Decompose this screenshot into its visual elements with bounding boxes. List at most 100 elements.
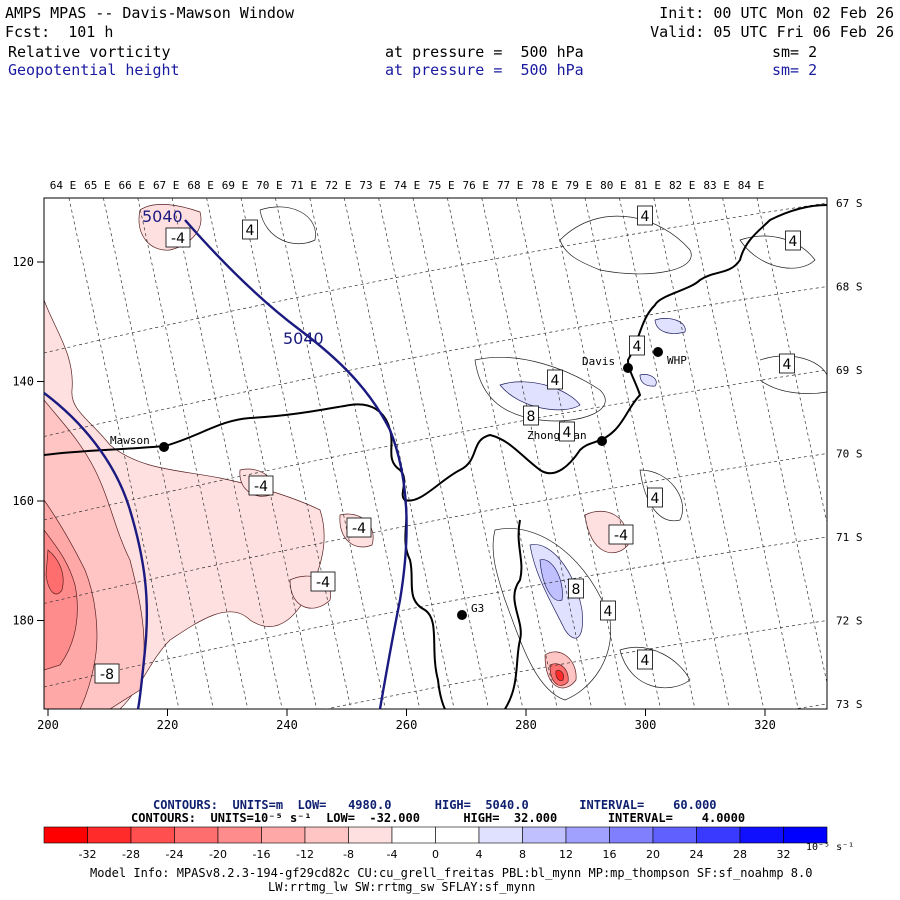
vorticity-contour-label: 4 xyxy=(783,357,792,373)
colorbar-label: 20 xyxy=(646,848,660,861)
colorbar-label: -32 xyxy=(79,848,97,861)
lon-label: 75 E xyxy=(428,179,455,192)
vorticity-contour-label: 8 xyxy=(527,409,536,425)
colorbar-swatch xyxy=(348,826,393,844)
colorbar-label: -24 xyxy=(166,848,184,861)
y-tick-label: 160 xyxy=(12,494,34,508)
lon-label: 71 E xyxy=(291,179,318,192)
height-label-5040-a: 5040 xyxy=(142,207,183,226)
vorticity-labels: -4 4 4 4 4 4 4 8 4 4 -4 -4 -4 8 -4 4 4 -8 xyxy=(94,205,801,684)
field1-level: at pressure = 500 hPa xyxy=(385,43,584,61)
vorticity-contour-label: -4 xyxy=(254,479,268,495)
colorbar-label: 4 xyxy=(476,848,483,861)
colorbar-swatch xyxy=(217,826,262,844)
height-contour-west xyxy=(44,392,149,709)
longitude-gridlines xyxy=(68,198,827,709)
lon-label: 66 E xyxy=(119,179,146,192)
colorbar-label: 28 xyxy=(733,848,747,861)
colorbar-swatch xyxy=(783,826,828,844)
field1-name: Relative vorticity xyxy=(8,43,171,61)
latitude-gridlines xyxy=(44,202,827,709)
colorbar-units: 10⁻⁵ s⁻¹ xyxy=(806,842,855,853)
x-tick-label: 200 xyxy=(37,718,59,732)
field2-level: at pressure = 500 hPa xyxy=(385,61,584,79)
valid-time: Valid: 05 UTC Fri 06 Feb 26 xyxy=(650,23,894,41)
x-grid-ticks: 200 220 240 260 280 300 320 xyxy=(37,709,776,732)
colorbar-swatch xyxy=(652,826,697,844)
forecast-hour: Fcst: 101 h xyxy=(5,23,114,41)
colorbar-label: -28 xyxy=(122,848,140,861)
lon-label: 65 E xyxy=(84,179,111,192)
vorticity-contour-label: 4 xyxy=(641,209,650,225)
lon-label: 69 E xyxy=(222,179,249,192)
lon-label: 83 E xyxy=(703,179,730,192)
vorticity-shading-west xyxy=(44,204,629,709)
lat-label: 69 S xyxy=(836,364,863,377)
vorticity-contour-label: -4 xyxy=(171,231,185,247)
lon-label: 79 E xyxy=(566,179,593,192)
colorbar-swatch xyxy=(522,826,567,844)
model-info-line1: Model Info: MPASv8.2.3-194-gf29cd82c CU:… xyxy=(90,866,813,880)
colorbar-swatch xyxy=(130,826,175,844)
colorbar-label: 0 xyxy=(432,848,439,861)
vorticity-contour-label: 4 xyxy=(651,491,660,507)
lon-label: 81 E xyxy=(635,179,662,192)
legend-vorticity-contours: CONTOURS: UNITS=10⁻⁵ s⁻¹ LOW= -32.000 HI… xyxy=(131,811,746,825)
vorticity-contour-label: 4 xyxy=(633,339,642,355)
vorticity-contours xyxy=(259,206,827,701)
lon-label: 82 E xyxy=(669,179,696,192)
coastline xyxy=(44,204,827,709)
lon-label: 64 E xyxy=(50,179,77,192)
colorbar-swatch xyxy=(696,826,741,844)
vorticity-contour-label: 4 xyxy=(563,425,572,441)
lat-label: 68 S xyxy=(836,281,863,294)
vorticity-contour-label: 8 xyxy=(572,582,581,598)
colorbar-label: 24 xyxy=(690,848,704,861)
legend-height-contours: CONTOURS: UNITS=m LOW= 4980.0 HIGH= 5040… xyxy=(153,798,717,812)
colorbar-label: 8 xyxy=(519,848,526,861)
lon-label: 72 E xyxy=(325,179,352,192)
x-tick-label: 300 xyxy=(635,718,657,732)
colorbar: -32 -28 -24 -20 -16 -12 -8 -4 0 4 8 12 16 20 24 28 32 xyxy=(43,826,828,861)
station-label-mawson: Mawson xyxy=(110,434,150,447)
vorticity-contour-label: 4 xyxy=(789,234,798,250)
longitude-labels: 64 E 65 E 66 E 67 E 68 E 69 E 70 E 71 E 72 E 73 E… xyxy=(50,179,765,192)
x-tick-label: 320 xyxy=(754,718,776,732)
vorticity-contour-label: 4 xyxy=(604,604,613,620)
lon-label: 74 E xyxy=(394,179,421,192)
station-label-zhongshan: Zhongshan xyxy=(527,429,587,442)
lat-label: 67 S xyxy=(836,197,863,210)
colorbar-label: -4 xyxy=(387,848,398,861)
map-title: AMPS MPAS -- Davis-Mawson Window xyxy=(5,4,294,22)
lon-label: 77 E xyxy=(497,179,524,192)
colorbar-label: -8 xyxy=(343,848,354,861)
init-time: Init: 00 UTC Mon 02 Feb 26 xyxy=(659,4,894,22)
lon-label: 70 E xyxy=(256,179,283,192)
lat-label: 71 S xyxy=(836,531,863,544)
colorbar-swatch xyxy=(391,826,436,844)
colorbar-label: -16 xyxy=(253,848,271,861)
colorbar-label: 32 xyxy=(777,848,791,861)
map-frame xyxy=(43,197,828,710)
height-label-5040-b: 5040 xyxy=(283,329,324,348)
lon-label: 76 E xyxy=(463,179,490,192)
lon-label: 84 E xyxy=(738,179,765,192)
lon-label: 80 E xyxy=(600,179,627,192)
x-tick-label: 220 xyxy=(157,718,179,732)
vorticity-contour-label: -4 xyxy=(352,521,366,537)
vorticity-shading-blue xyxy=(499,318,686,639)
colorbar-swatch xyxy=(739,826,784,844)
colorbar-swatch xyxy=(478,826,523,844)
station-markers xyxy=(159,347,663,620)
station-label-whp: WHP xyxy=(667,354,687,367)
y-tick-label: 180 xyxy=(12,614,34,628)
lon-label: 78 E xyxy=(531,179,558,192)
colorbar-swatch xyxy=(174,826,219,844)
vorticity-contour-label: -4 xyxy=(614,528,628,544)
colorbar-swatch xyxy=(87,826,132,844)
lon-label: 67 E xyxy=(153,179,180,192)
vorticity-contour-label: 4 xyxy=(551,373,560,389)
vorticity-contour-label: -8 xyxy=(100,667,114,683)
y-tick-label: 120 xyxy=(12,255,34,269)
colorbar-swatch xyxy=(261,826,306,844)
